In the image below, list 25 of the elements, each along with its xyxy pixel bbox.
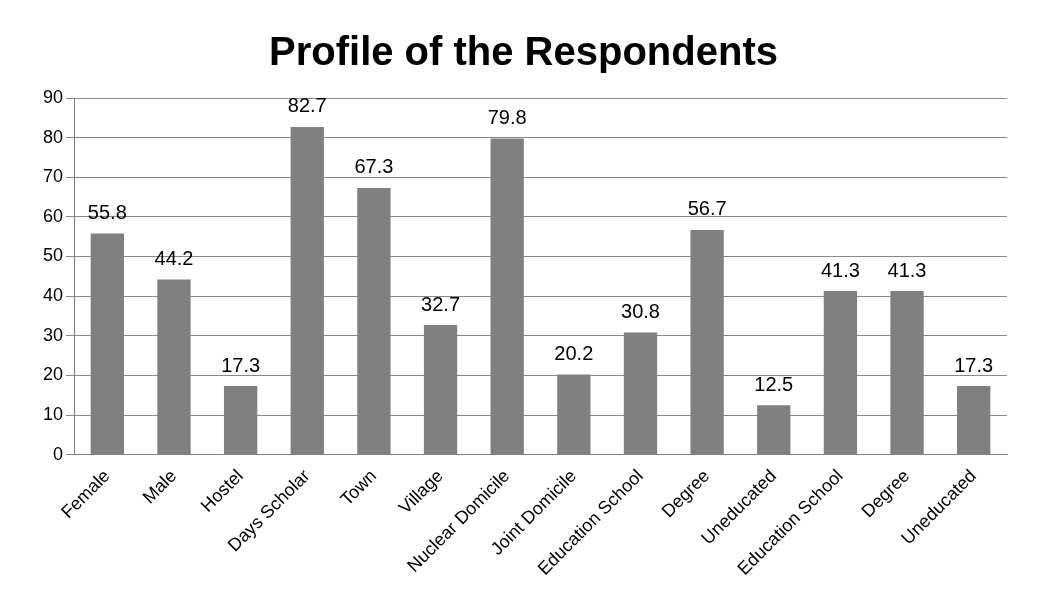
y-tick-label: 0	[53, 443, 64, 464]
data-label: 20.2	[554, 342, 594, 365]
data-label: 67.3	[354, 155, 394, 178]
data-label: 32.7	[421, 292, 461, 315]
data-label: 12.5	[754, 372, 794, 395]
data-label: 41.3	[820, 258, 860, 281]
data-label: 55.8	[87, 201, 127, 224]
data-label: 30.8	[621, 300, 660, 323]
y-tick-label: 10	[42, 404, 64, 424]
y-tick-label: 30	[42, 324, 64, 345]
chart-title: Profile of the Respondents	[269, 29, 778, 74]
data-label: 44.2	[154, 247, 194, 270]
y-tick-label: 80	[42, 126, 64, 147]
y-tick-label: 90	[42, 86, 64, 107]
y-tick-label: 60	[42, 205, 64, 226]
y-tick-label: 20	[42, 364, 64, 385]
y-tick-label: 70	[42, 166, 64, 187]
data-label: 79.8	[487, 105, 527, 128]
data-label: 82.7	[287, 94, 327, 117]
data-label: 17.3	[954, 353, 994, 376]
y-tick-label: 40	[42, 285, 64, 306]
data-label: 41.3	[887, 258, 927, 281]
y-tick-label: 50	[42, 245, 64, 266]
data-label: 17.3	[221, 353, 261, 376]
data-label: 56.7	[687, 197, 727, 220]
